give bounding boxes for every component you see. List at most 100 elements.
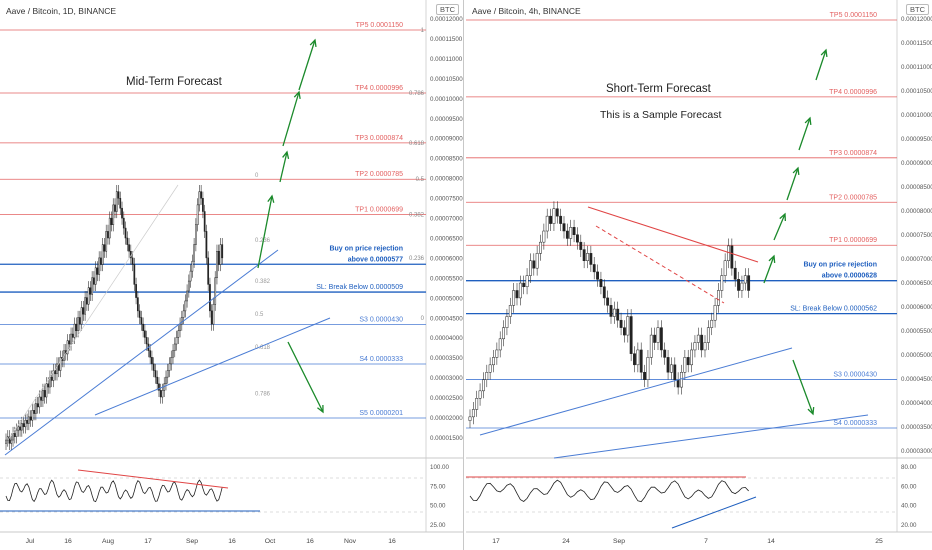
r-candle-body (737, 279, 740, 291)
r-level-label-tp: TP3 0.0000874 (829, 150, 877, 157)
l-fib-outer-label: 0.5 (416, 177, 425, 183)
r-y-tick-label: 0.00010000 (901, 112, 932, 119)
r-x-tick-label: 25 (875, 538, 883, 545)
l-candle-body (186, 290, 188, 302)
l-candle-body (27, 416, 30, 424)
r-candle-body (488, 364, 492, 373)
l-level-label-s: S3 0.0000430 (359, 316, 403, 323)
l-candle-body (15, 429, 18, 437)
l-fib-outer-label: 0.786 (409, 91, 425, 97)
l-candle-body (100, 257, 102, 265)
r-y-tick-label: 0.00005000 (901, 352, 932, 359)
r-y-tick-label: 0.00004500 (901, 376, 932, 383)
l-candle-body (50, 376, 53, 381)
r-forecast-arrow-1 (763, 255, 775, 284)
r-osc-support (671, 496, 757, 529)
r-candle-body (565, 230, 569, 239)
l-candle-body (212, 304, 215, 325)
l-x-tick-label: 17 (144, 538, 152, 545)
l-candle-body (96, 267, 99, 275)
r-candle-body (518, 282, 522, 299)
l-oscillator-line (5, 479, 223, 503)
r-candle-body (730, 245, 734, 269)
r-forecast-arrow-5-head (820, 48, 828, 58)
r-candle-body (703, 342, 707, 351)
l-candle-body (122, 217, 125, 229)
l-candle-body (177, 330, 180, 338)
r-x-tick-label: 24 (562, 538, 570, 545)
l-forecast-arrow-4-head (309, 38, 317, 48)
l-candle-body (91, 277, 94, 295)
l-level-label-s: S4 0.0000333 (359, 356, 403, 363)
r-candle-body (529, 260, 532, 276)
l-level-label-s: S5 0.0000201 (359, 410, 403, 417)
r-support-trendline (479, 347, 793, 436)
right-currency-badge[interactable]: BTC (906, 4, 929, 15)
l-candle-body (117, 191, 120, 199)
l-candle-body (6, 436, 9, 441)
l-candle-body (115, 191, 118, 212)
r-x-tick-label: Sep (613, 538, 625, 545)
l-y-tick-label: 0.00008500 (430, 156, 463, 163)
r-level-label-tp: TP4 0.0000996 (829, 89, 877, 96)
r-y-tick-label: 0.00006000 (901, 304, 932, 311)
r-candle-body (710, 319, 714, 328)
l-candle-body (54, 370, 57, 375)
r-forecast-arrow-4 (798, 117, 811, 151)
r-candle-body (589, 253, 593, 265)
l-candle-body (161, 390, 164, 398)
right-chart-svg: 0.00012000 0.00011500 0.00011000 0.00010500… (466, 0, 932, 545)
l-candle-body (40, 396, 43, 401)
l-x-tick-label: 16 (306, 538, 314, 545)
r-candle-body (666, 357, 670, 373)
l-candle-body (154, 370, 157, 378)
l-candle-body (24, 419, 27, 428)
l-x-tick-label: Jul (26, 538, 35, 545)
l-candle-body (214, 277, 217, 305)
l-y-tick-label: 0.00008000 (430, 176, 463, 183)
r-y-tick-label: 0.00010500 (901, 88, 932, 95)
l-forecast-arrow-3-head (293, 90, 301, 100)
l-candle-body (82, 307, 85, 315)
l-candle-body (156, 376, 159, 384)
l-candle-body (42, 390, 44, 401)
r-level-label-tp: TP1 0.0000699 (829, 237, 877, 244)
l-forecast-arrow-2-head (282, 150, 290, 159)
r-candle-body (619, 319, 623, 328)
r-y-tick-label: 0.00011500 (901, 40, 932, 47)
r-level-label-s: S3 0.0000430 (833, 372, 877, 379)
l-candle-body (149, 350, 152, 358)
l-candle-body (209, 284, 211, 312)
l-candle-body (128, 244, 130, 252)
l-y-tick-label: 0.00010000 (430, 96, 463, 103)
r-candle-body (539, 241, 542, 254)
r-y-tick-label: 0.00012000 (901, 16, 932, 23)
l-candle-body (144, 330, 146, 338)
r-candle-body (727, 245, 730, 261)
r-forecast-arrow-3 (786, 167, 799, 201)
l-fib-inner-label: 0 (255, 173, 259, 179)
l-candle-body (138, 310, 141, 318)
l-candle-body (165, 376, 167, 384)
r-candle-body (471, 409, 475, 418)
r-x-tick-label: 7 (704, 538, 708, 545)
l-y-tick-label: 0.00009000 (430, 136, 463, 143)
l-fib-inner-label: 0.618 (255, 345, 271, 351)
r-candle-body (633, 353, 636, 366)
r-candle-body (626, 316, 630, 336)
r-candle-body (706, 327, 710, 343)
l-candle-body (12, 433, 14, 441)
l-support-trendline (4, 249, 279, 456)
r-candle-body (717, 290, 720, 306)
l-candle-body (193, 244, 195, 262)
r-candle-body (602, 286, 606, 299)
l-osc-tick-label: 25.00 (430, 522, 446, 529)
l-y-tick-label: 0.00002500 (430, 395, 463, 402)
r-candle-body (522, 282, 526, 288)
l-candle-body (124, 227, 127, 239)
r-candle-body (586, 253, 589, 261)
r-candle-body (596, 271, 599, 280)
left-currency-badge[interactable]: BTC (436, 4, 459, 15)
l-candle-body (94, 267, 97, 285)
l-y-tick-label: 0.00003500 (430, 355, 463, 362)
